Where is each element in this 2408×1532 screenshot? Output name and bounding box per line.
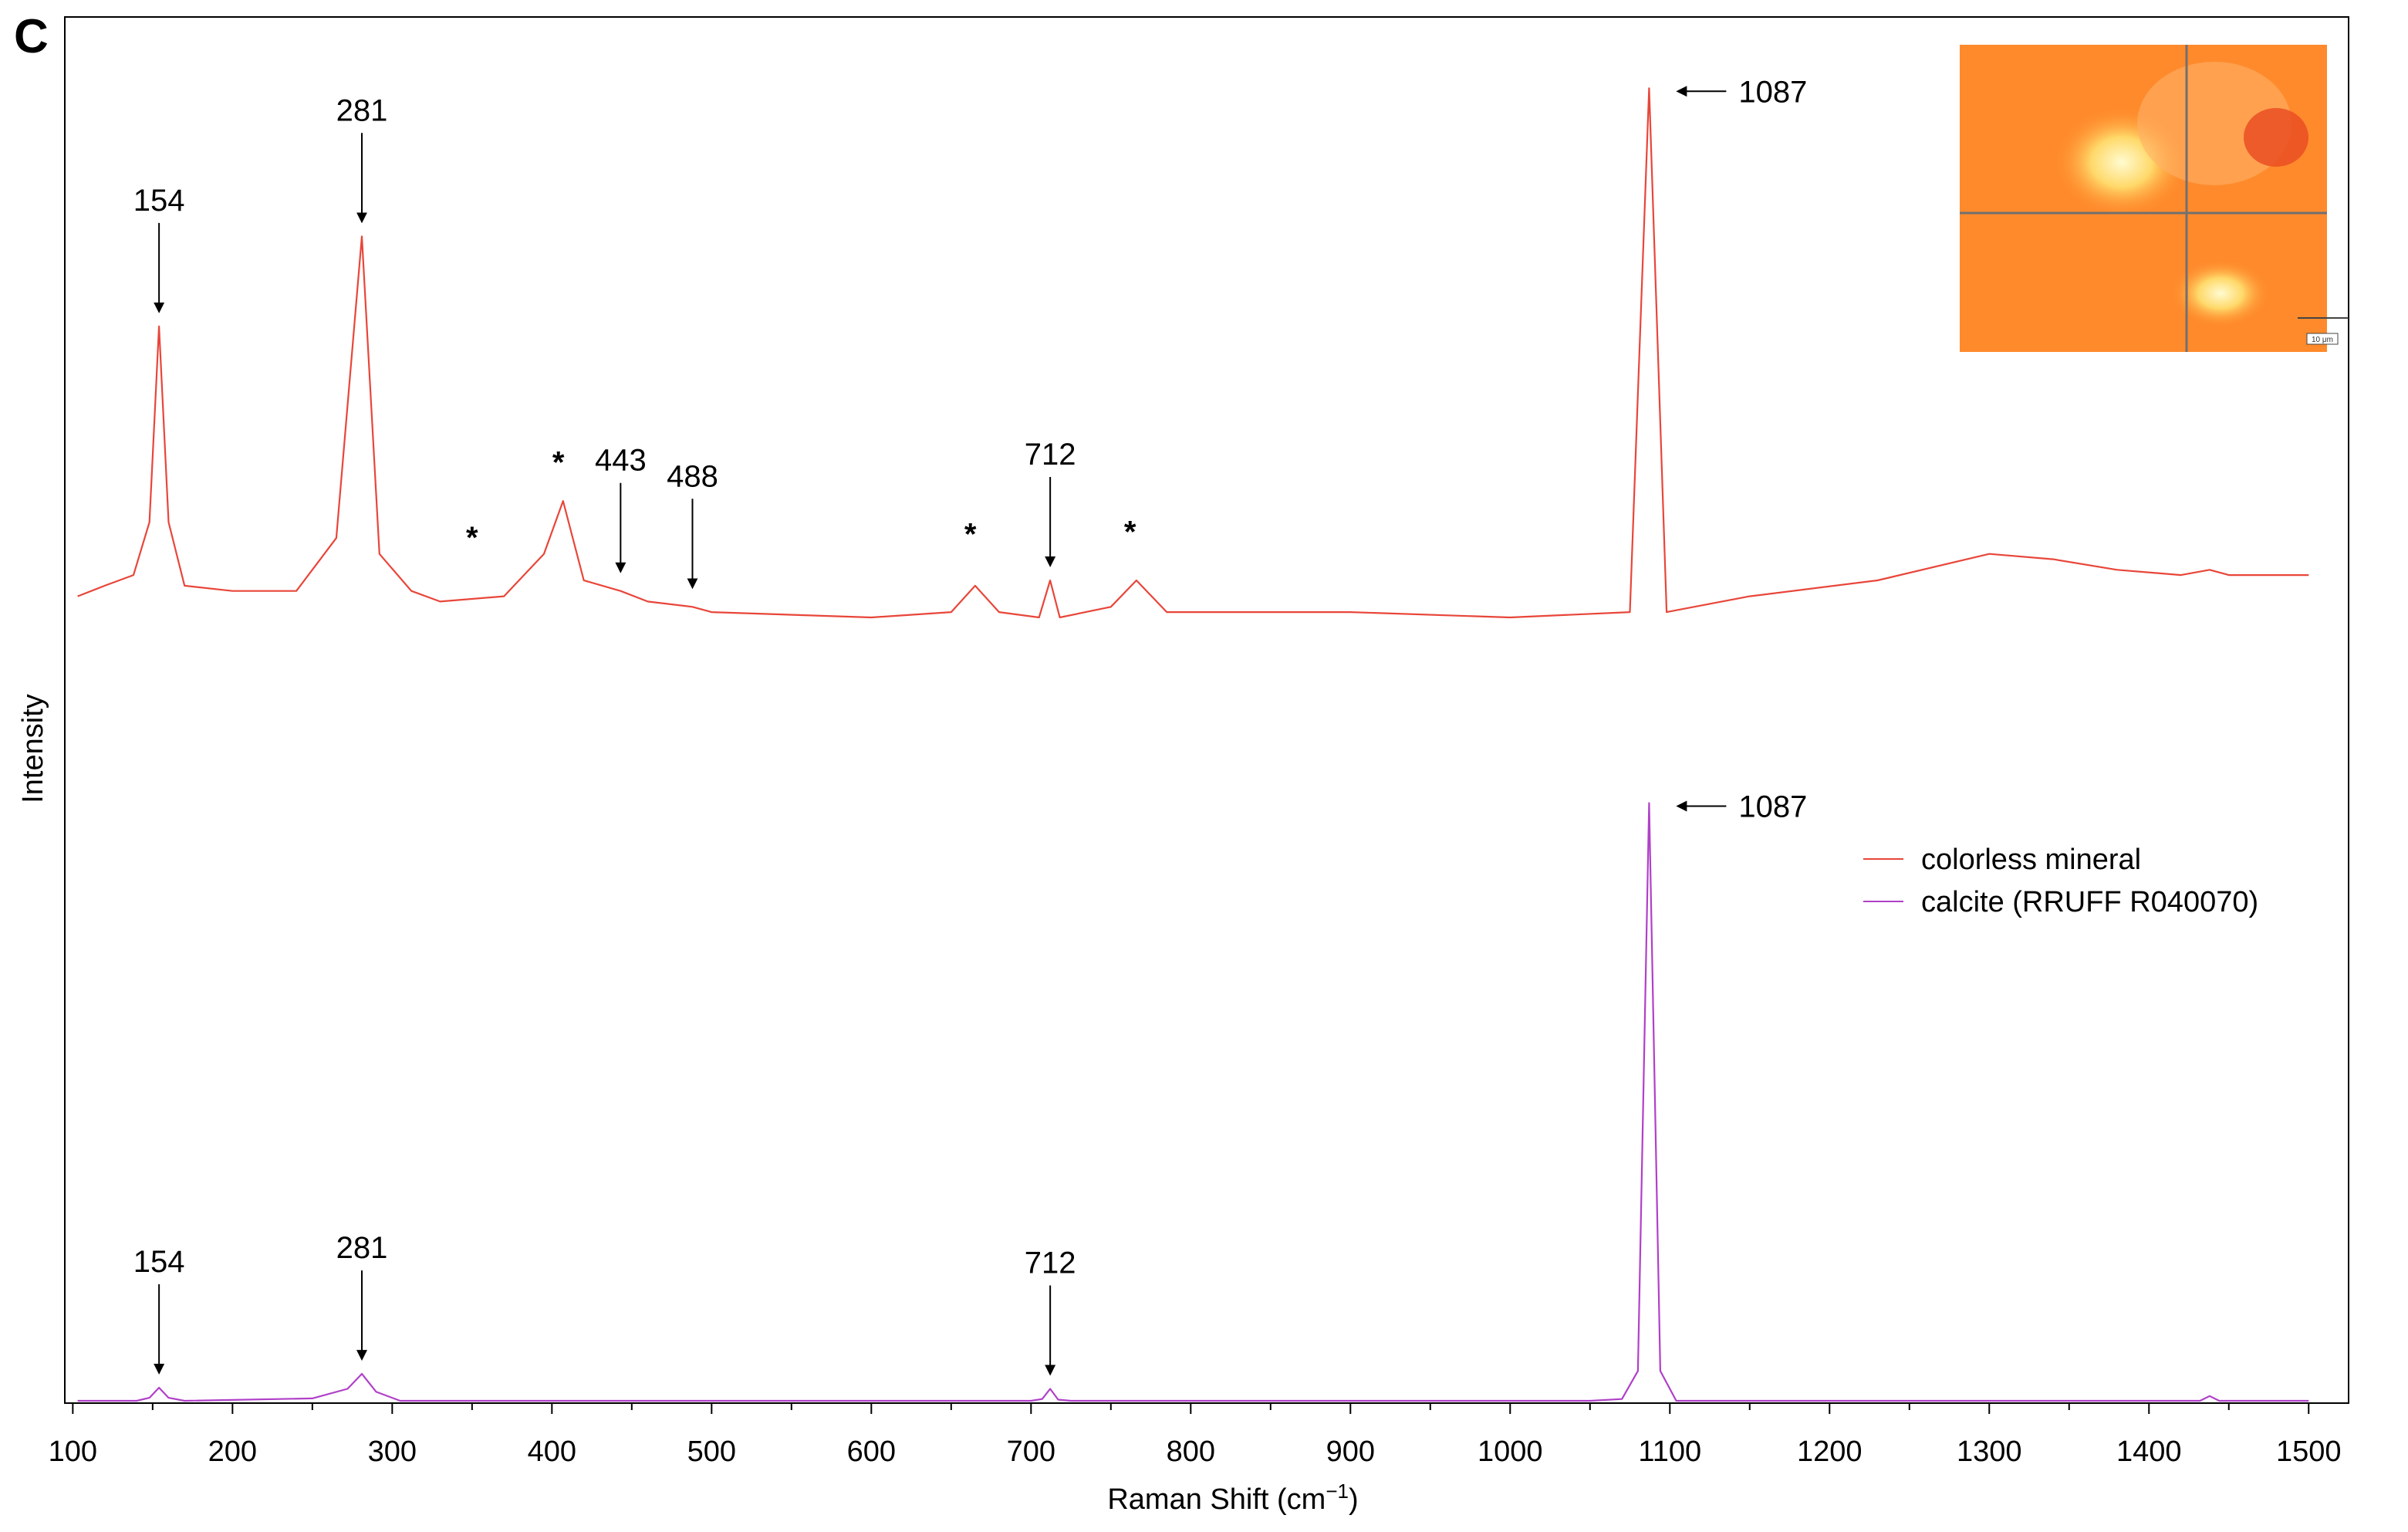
inset-scale-label-box [2306, 333, 2339, 345]
x-tick-label: 400 [528, 1436, 576, 1468]
x-tick-label: 900 [1326, 1436, 1375, 1468]
annotation-label: 1087 [1738, 790, 1807, 823]
x-tick-label: 500 [687, 1436, 736, 1468]
y-axis-title: Intensity [17, 694, 49, 803]
inset-scale-label: 10 μm [2312, 336, 2333, 344]
annotation-label: 712 [1025, 1246, 1076, 1280]
x-tick-label: 1300 [1957, 1436, 2022, 1468]
inset-bright-grain-lower [2171, 259, 2270, 327]
x-tick-label: 1100 [1638, 1436, 1701, 1468]
inset-dark-spot [2244, 108, 2308, 167]
x-ticks: 100 200 300 400 500 600 700 800 900 1000 1100 1200 1… [49, 1403, 2342, 1468]
annotation-label: 281 [336, 93, 388, 127]
legend: colorless mineral calcite (RRUFF R040070… [1863, 844, 2258, 918]
x-tick-label: 600 [847, 1436, 896, 1468]
plot-frame [64, 16, 2349, 1404]
x-tick-label: 1200 [1797, 1436, 1863, 1468]
panel-label: C [14, 10, 49, 63]
annotations: 154 281 443 488 712 1087 154 281 712 1087 [133, 75, 1807, 1376]
x-tick-label: 1000 [1478, 1436, 1543, 1468]
series-line-calcite [77, 802, 2309, 1402]
legend-label-calcite: calcite (RRUFF R040070) [1921, 886, 2258, 918]
annotation-label: 488 [667, 459, 718, 493]
series-line-colorless-mineral [77, 87, 2309, 619]
x-tick-label: 200 [208, 1436, 257, 1468]
asterisk-marker: * [964, 518, 977, 552]
annotation-label: 712 [1025, 438, 1076, 472]
legend-label-colorless: colorless mineral [1921, 844, 2141, 876]
x-axis-title: Raman Shift (cm−1) [1107, 1480, 1358, 1516]
asterisk-group: * * * * [466, 445, 1136, 555]
x-tick-label: 800 [1167, 1436, 1215, 1468]
x-tick-label: 300 [368, 1436, 417, 1468]
asterisk-marker: * [466, 521, 478, 555]
x-tick-label: 1500 [2276, 1436, 2342, 1468]
asterisk-marker: * [1124, 516, 1136, 550]
x-tick-label: 700 [1007, 1436, 1055, 1468]
inset-micrograph: 10 μm [1960, 45, 2349, 352]
annotation-label: 281 [336, 1231, 388, 1265]
asterisk-marker: * [552, 445, 565, 479]
annotation-label: 443 [595, 444, 647, 478]
x-tick-label: 1400 [2116, 1436, 2182, 1468]
series-group [77, 87, 2309, 1402]
annotation-label: 1087 [1738, 75, 1807, 109]
annotation-label: 154 [133, 1245, 185, 1279]
annotation-label: 154 [133, 184, 185, 218]
x-tick-label: 100 [49, 1436, 97, 1468]
